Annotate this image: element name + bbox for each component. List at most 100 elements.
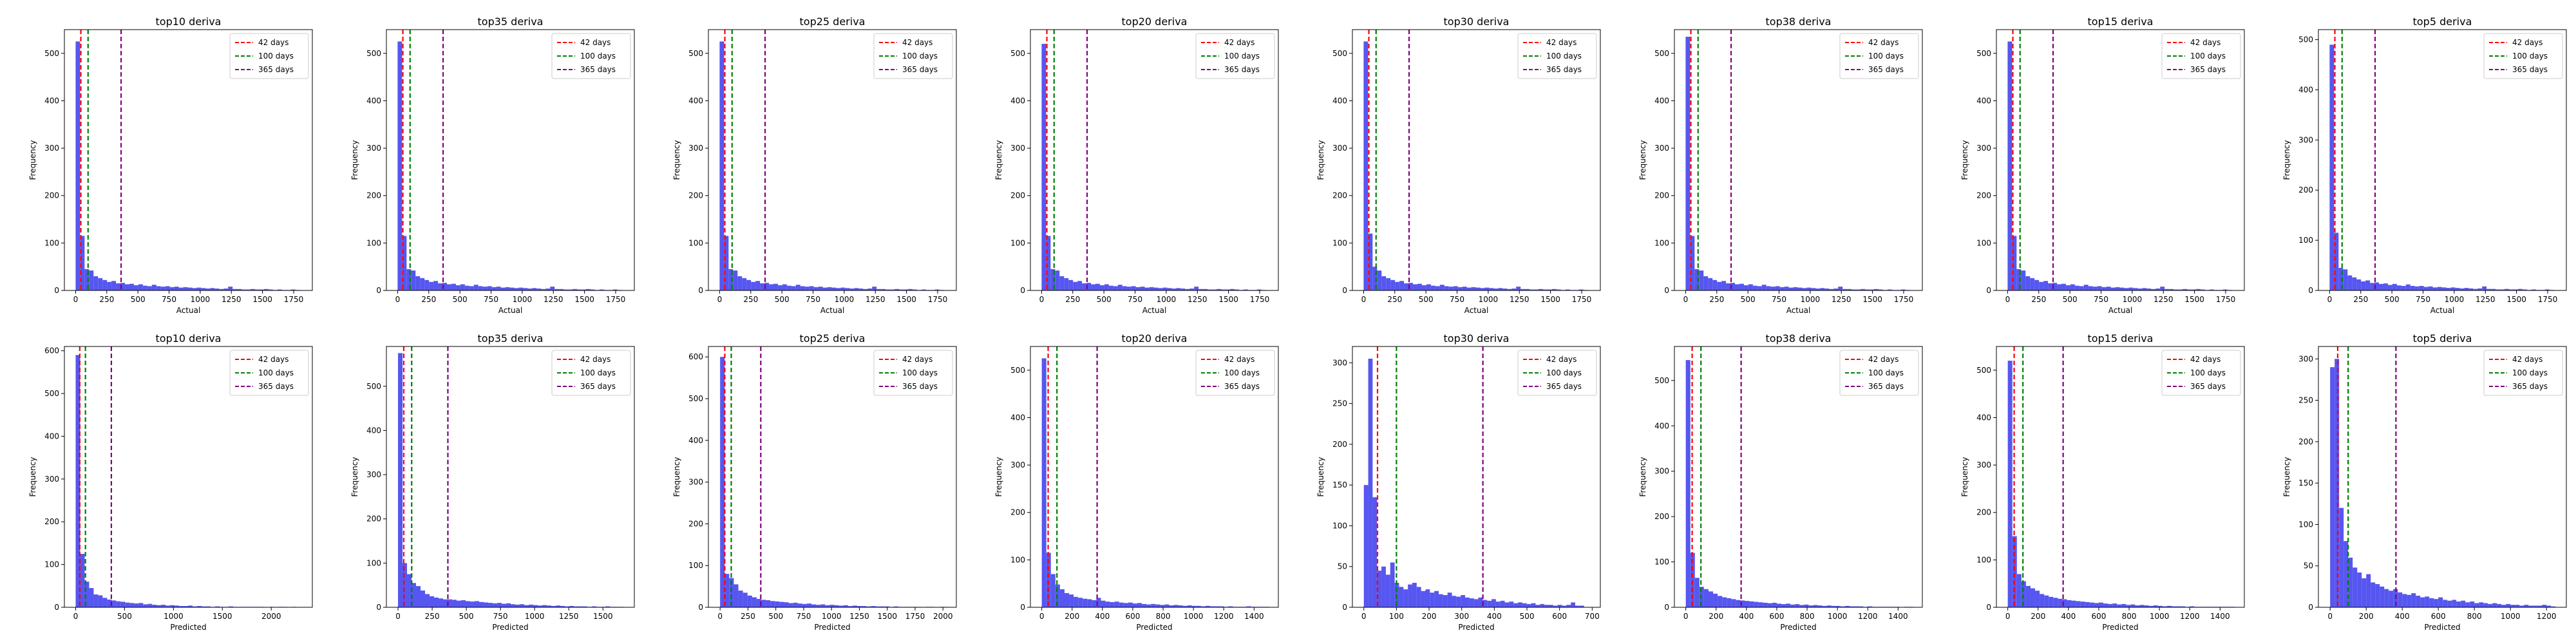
histogram-bar: [2012, 536, 2017, 607]
histogram-bar: [515, 604, 520, 607]
x-tick-label: 2000: [261, 612, 281, 621]
subplot-actual-6: 0 250 500 750 1000 1250 1500 1750 0 100 200 300 400 5…: [1638, 15, 1923, 315]
histogram-bar: [760, 283, 765, 290]
histogram-bar: [1413, 284, 1417, 290]
histogram-bar: [1059, 276, 1065, 290]
histogram-bar: [1457, 287, 1463, 290]
y-tick-label: 50: [2304, 562, 2313, 571]
histogram-bar: [2389, 591, 2394, 607]
histogram-bar: [455, 285, 460, 290]
histogram-bar: [2387, 285, 2392, 290]
histogram-bar: [143, 604, 148, 607]
x-tick-label: 0: [2005, 295, 2011, 304]
x-tick-label: 250: [425, 612, 440, 621]
histogram-bar: [786, 285, 791, 290]
histogram-bar: [2492, 603, 2497, 607]
histogram-bar: [2411, 593, 2416, 607]
y-tick-label: 300: [688, 478, 703, 487]
histogram-bar: [719, 41, 724, 290]
histogram-bar: [156, 286, 161, 290]
histogram-bar: [509, 287, 515, 290]
histogram-bar: [1452, 596, 1457, 607]
histogram-bar: [482, 287, 488, 290]
histogram-bar: [1158, 288, 1163, 290]
histogram-bar: [120, 283, 126, 290]
histogram-bar: [556, 605, 561, 607]
y-tick-label: 300: [2298, 354, 2313, 363]
histogram-bar: [2438, 597, 2443, 607]
x-tick-label: 1000: [513, 295, 533, 304]
histogram-bar: [2425, 596, 2430, 607]
x-tick-label: 1250: [544, 295, 564, 304]
x-tick-label: 1000: [2501, 612, 2521, 621]
histogram-bar: [1511, 289, 1517, 290]
x-tick-label: 750: [484, 295, 498, 304]
histogram-bar: [825, 605, 830, 607]
histogram-bar: [1059, 589, 1065, 607]
x-tick-label: 250: [741, 612, 755, 621]
histogram-bar: [2151, 289, 2156, 290]
x-tick-label: 400: [2061, 612, 2076, 621]
histogram-bar: [813, 287, 819, 290]
histogram-bar: [192, 288, 197, 290]
legend-label: 42 days: [902, 38, 933, 47]
legend-label: 365 days: [1224, 382, 1260, 391]
histogram-bar: [184, 606, 189, 607]
histogram-bar: [1122, 286, 1127, 290]
histogram-bar: [2461, 600, 2466, 607]
histogram-bar: [1151, 603, 1156, 607]
subplot-title: top25 deriva: [800, 15, 866, 28]
x-tick-label: 1500: [2506, 295, 2526, 304]
histogram-bar: [2379, 283, 2383, 290]
legend-box: [1195, 350, 1275, 396]
x-axis-label: Actual: [820, 306, 845, 315]
y-tick-label: 300: [1332, 358, 1347, 367]
x-axis-label: Actual: [498, 306, 523, 315]
x-tick-label: 500: [768, 612, 783, 621]
histogram-bar: [1781, 604, 1786, 607]
histogram-bar: [411, 270, 416, 290]
histogram-bar: [2383, 283, 2388, 290]
x-tick-label: 0: [73, 295, 79, 304]
histogram-bar: [129, 603, 135, 607]
histogram-bar: [1169, 605, 1174, 607]
histogram-bar: [187, 287, 193, 290]
histogram-bar: [75, 355, 80, 607]
histogram-bar: [1548, 605, 1553, 607]
y-tick-label: 50: [1338, 562, 1347, 571]
histogram-bar: [840, 287, 846, 290]
histogram-bar: [1722, 597, 1727, 607]
histogram-bar: [1155, 604, 1160, 607]
y-axis-label: Frequency: [1638, 140, 1647, 180]
y-tick-label: 100: [1332, 521, 1347, 530]
histogram-bar: [2347, 275, 2353, 290]
histogram-bar: [1203, 289, 1208, 290]
plot-area: [1363, 346, 1584, 607]
x-tick-label: 250: [1065, 295, 1080, 304]
histogram-bar: [795, 285, 800, 290]
x-tick-label: 0: [1039, 612, 1045, 621]
plot-area: [1363, 30, 1588, 290]
histogram-bar: [2344, 541, 2349, 607]
histogram-bar: [1480, 288, 1485, 290]
x-tick-label: 200: [2031, 612, 2045, 621]
histogram-bar: [2392, 283, 2397, 290]
subplot-predicted-4: 0 200 400 600 800 1000 1200 1400 0 100 200 300 400 50…: [994, 332, 1279, 632]
histogram-bar: [1811, 288, 1816, 290]
histogram-bar: [451, 283, 456, 290]
subplot-title: top15 deriva: [2088, 15, 2154, 28]
x-tick-label: 1000: [1801, 295, 1821, 304]
histogram-bar: [2040, 594, 2045, 607]
histogram-bar: [210, 288, 215, 290]
histogram-bar: [1113, 286, 1118, 290]
histogram-bar: [1448, 287, 1454, 290]
histogram-bar: [2500, 289, 2505, 290]
histogram-bar: [2477, 288, 2483, 290]
histogram-bar: [2506, 603, 2511, 607]
y-tick-label: 250: [2298, 396, 2313, 405]
histogram-bar: [1135, 287, 1141, 290]
y-tick-label: 100: [1976, 555, 1991, 564]
histogram-bar: [2420, 597, 2425, 607]
histogram-bar: [1478, 597, 1483, 607]
